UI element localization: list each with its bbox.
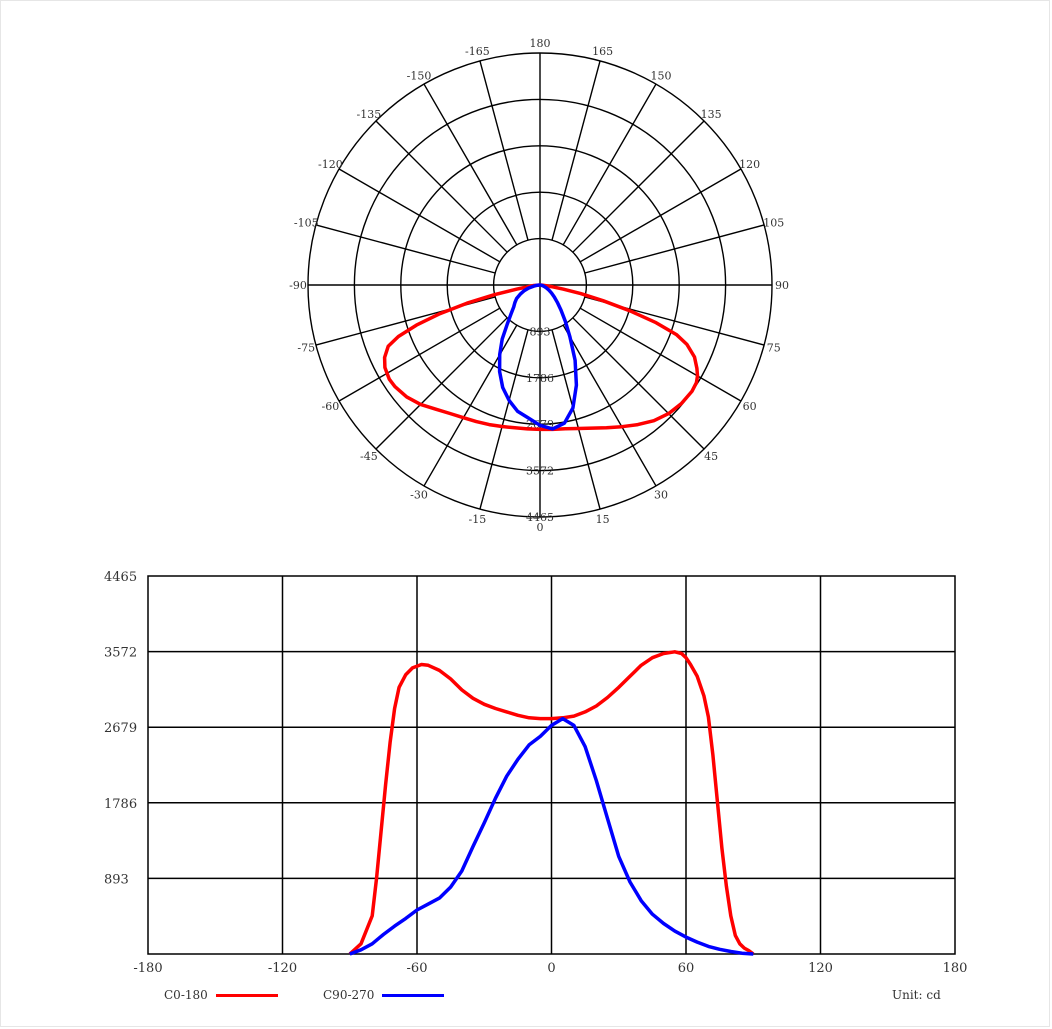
x-tick-label: 120 (808, 961, 833, 976)
x-tick-label: 180 (943, 961, 968, 976)
polar-angle-label: -60 (322, 400, 340, 413)
polar-spoke--135 (375, 120, 508, 253)
polar-angle-label: -135 (357, 108, 382, 121)
polar-spoke-165 (551, 60, 601, 241)
polar-ring-label: 1786 (526, 372, 554, 385)
polar-spoke-105 (584, 224, 765, 274)
polar-series-c90-270 (497, 283, 579, 431)
polar-angle-label: 105 (763, 216, 784, 229)
polar-ring-label: 4465 (526, 511, 554, 524)
polar-spoke--60 (338, 307, 501, 402)
polar-spoke--120 (338, 168, 501, 263)
polar-angle-label: 0 (537, 521, 544, 534)
polar-chart: 8931786267935724465015304560759010512013… (289, 37, 789, 534)
polar-spoke-45 (572, 317, 705, 450)
polar-angle-label: 135 (701, 108, 722, 121)
polar-angle-label: 75 (767, 342, 781, 355)
polar-angle-label: -165 (465, 45, 490, 58)
polar-angle-label: 60 (743, 400, 757, 413)
polar-angle-label: 30 (654, 489, 668, 502)
x-tick-label: -60 (407, 961, 428, 976)
polar-spoke-150 (562, 83, 657, 246)
polar-angle-label: -15 (469, 513, 487, 526)
polar-angle-label: -150 (407, 69, 432, 82)
polar-spoke--150 (423, 83, 518, 246)
polar-spoke--15 (479, 329, 529, 510)
x-tick-label: -180 (133, 961, 162, 976)
polar-spoke-120 (579, 168, 742, 263)
line-series-c90-270 (349, 716, 754, 956)
legend-label-c0-180: C0-180 (164, 988, 208, 1002)
y-tick-label: 4465 (104, 570, 137, 585)
polar-angle-label: -75 (297, 342, 315, 355)
polar-angle-label: 15 (596, 513, 610, 526)
polar-ring-label: 3572 (526, 465, 554, 478)
polar-spoke-60 (579, 307, 742, 402)
polar-angle-label: -105 (294, 216, 319, 229)
legend-c90-270: C90-270 (323, 988, 445, 1002)
polar-spoke-30 (562, 324, 657, 487)
x-tick-label: -120 (268, 961, 297, 976)
polar-series-c0-180 (382, 283, 700, 432)
x-tick-label: 60 (678, 961, 695, 976)
line-series-c0-180 (348, 650, 755, 956)
polar-angle-label: -45 (360, 450, 378, 463)
polar-angle-label: -120 (318, 158, 343, 171)
polar-angle-label: 150 (651, 69, 672, 82)
polar-angle-label: 180 (530, 37, 551, 50)
polar-angle-label: -90 (289, 279, 307, 292)
polar-spoke--45 (375, 317, 508, 450)
unit-label: Unit: cd (892, 988, 941, 1002)
polar-angle-label: 90 (775, 279, 789, 292)
polar-spoke-15 (551, 329, 601, 510)
y-tick-label: 2679 (104, 721, 137, 736)
legend-swatch-c0-180 (215, 993, 278, 997)
polar-spoke-135 (572, 120, 705, 253)
y-tick-label: 3572 (104, 646, 137, 661)
polar-angle-label: -30 (410, 489, 428, 502)
polar-angle-label: 120 (739, 158, 760, 171)
y-tick-label: 1786 (104, 797, 137, 812)
legend-swatch-c90-270 (382, 993, 445, 997)
polar-spoke--105 (315, 224, 496, 274)
legend-label-c90-270: C90-270 (323, 988, 375, 1002)
polar-ring-label: 893 (530, 325, 551, 338)
x-tick-label: 0 (547, 961, 555, 976)
legend-c0-180: C0-180 (164, 988, 278, 1002)
polar-angle-label: 165 (592, 45, 613, 58)
y-tick-label: 893 (104, 872, 129, 887)
polar-spoke--165 (479, 60, 529, 241)
polar-angle-label: 45 (704, 450, 718, 463)
